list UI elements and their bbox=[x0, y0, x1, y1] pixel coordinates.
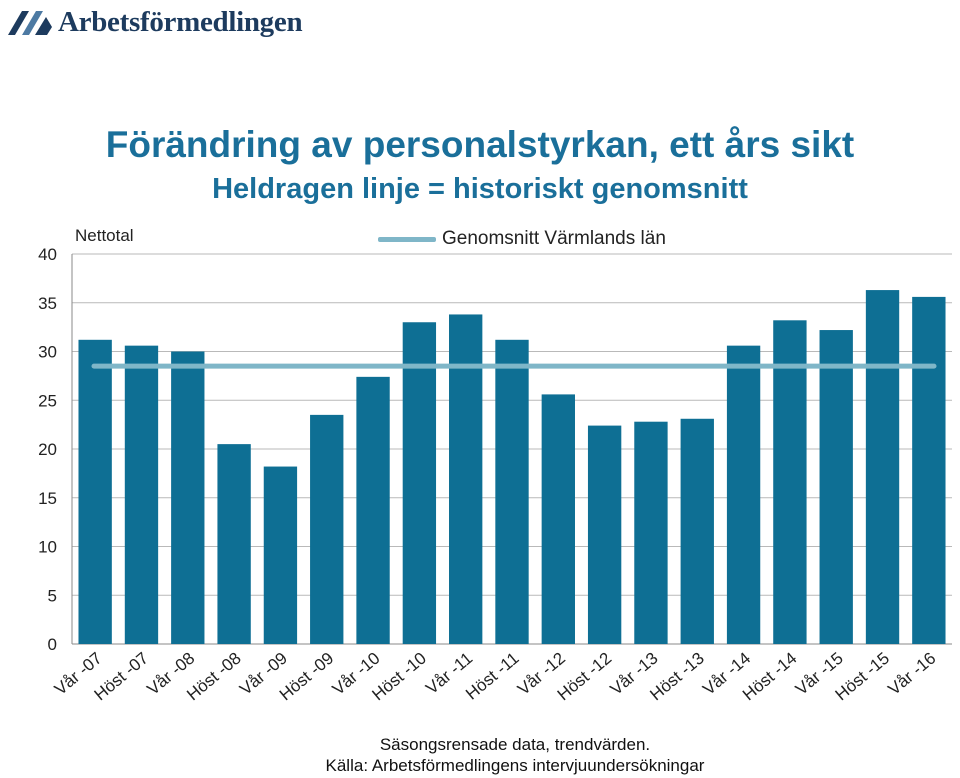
x-tick-label: Höst -11 bbox=[462, 649, 522, 704]
y-axis-label: Nettotal bbox=[75, 226, 134, 245]
y-tick-label: 40 bbox=[38, 245, 57, 264]
y-tick-label: 5 bbox=[48, 586, 57, 605]
bar bbox=[449, 314, 483, 644]
bar bbox=[78, 339, 112, 644]
bar bbox=[680, 418, 714, 644]
x-tick-label: Vår -16 bbox=[884, 649, 939, 699]
legend-swatch-average bbox=[378, 236, 436, 242]
bar bbox=[124, 345, 159, 644]
bar bbox=[263, 466, 298, 644]
y-tick-label: 20 bbox=[38, 440, 57, 459]
y-tick-label: 35 bbox=[38, 294, 57, 313]
y-tick-label: 0 bbox=[48, 635, 57, 654]
bar bbox=[819, 330, 853, 644]
y-tick-label: 30 bbox=[38, 343, 57, 362]
bar bbox=[912, 296, 946, 644]
legend-label-average: Genomsnitt Värmlands län bbox=[442, 228, 666, 249]
y-tick-label: 25 bbox=[38, 391, 57, 410]
brand-name: Arbetsförmedlingen bbox=[58, 5, 303, 38]
arbetsformedlingen-logo-icon bbox=[8, 11, 52, 35]
bar bbox=[310, 414, 344, 644]
footnote-data: Säsongsrensade data, trendvärden. bbox=[379, 735, 651, 754]
chart-title: Förändring av personalstyrkan, ett års s… bbox=[105, 124, 855, 165]
bar bbox=[865, 290, 900, 644]
legend: Genomsnitt Värmlands län bbox=[378, 228, 666, 250]
bar bbox=[495, 339, 529, 644]
footnote-source: Källa: Arbetsförmedlingens intervjuunder… bbox=[325, 756, 705, 775]
bar bbox=[773, 320, 807, 644]
bar bbox=[634, 421, 668, 644]
y-tick-label: 15 bbox=[38, 489, 57, 508]
chart-subtitle: Heldragen linje = historiskt genomsnitt bbox=[212, 173, 748, 205]
bar bbox=[217, 444, 251, 644]
bar bbox=[726, 345, 761, 644]
bar bbox=[356, 376, 390, 644]
bar bbox=[541, 394, 575, 644]
y-tick-label: 10 bbox=[38, 538, 57, 557]
bar bbox=[587, 425, 622, 644]
bar bbox=[171, 351, 205, 644]
brand-logo: Arbetsförmedlingen bbox=[6, 2, 303, 42]
bar bbox=[402, 322, 437, 644]
